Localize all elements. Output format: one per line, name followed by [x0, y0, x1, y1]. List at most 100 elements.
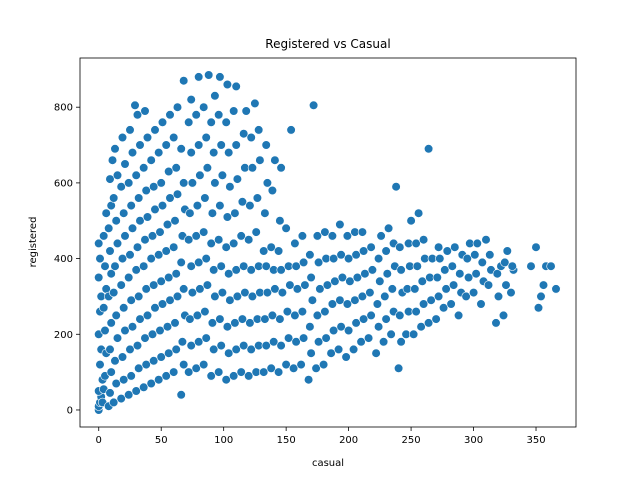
data-point — [424, 318, 434, 328]
data-point — [116, 182, 126, 192]
data-point — [281, 360, 291, 370]
x-tick-label: 350 — [526, 435, 545, 446]
data-point — [432, 272, 442, 283]
data-point — [259, 367, 269, 377]
data-point — [109, 288, 119, 298]
x-tick-label: 300 — [464, 435, 483, 446]
y-tick-label: 800 — [54, 103, 73, 114]
y-tick-label: 400 — [54, 254, 73, 265]
data-point — [201, 333, 211, 343]
data-point — [139, 382, 149, 392]
data-point — [350, 295, 360, 305]
data-point — [455, 269, 465, 279]
data-point — [345, 276, 355, 286]
data-point — [131, 170, 141, 180]
data-point — [319, 360, 329, 370]
data-point — [216, 261, 226, 271]
data-point — [94, 238, 104, 248]
data-point — [134, 363, 144, 373]
data-point — [387, 284, 397, 294]
data-point — [200, 307, 210, 317]
data-point — [210, 178, 220, 188]
data-point — [207, 318, 217, 328]
data-point — [247, 291, 257, 302]
data-point — [111, 378, 121, 389]
data-point — [419, 235, 429, 245]
data-point — [117, 254, 128, 264]
data-point — [291, 261, 301, 271]
data-point — [155, 325, 165, 336]
data-point — [230, 318, 240, 328]
data-point — [462, 254, 472, 264]
data-point — [172, 102, 183, 112]
data-point — [282, 307, 293, 317]
data-point — [225, 182, 235, 192]
data-point — [275, 314, 285, 324]
data-point — [110, 261, 120, 271]
data-point — [229, 371, 239, 381]
data-point — [251, 227, 261, 237]
data-point — [112, 333, 123, 343]
data-point — [120, 159, 130, 169]
data-point — [366, 242, 376, 252]
data-point — [101, 208, 111, 218]
data-point — [232, 291, 242, 302]
data-point — [194, 140, 204, 150]
data-point — [206, 238, 216, 248]
data-point — [195, 170, 205, 180]
data-point — [130, 100, 140, 110]
data-point — [157, 117, 168, 127]
data-point — [106, 367, 116, 377]
data-point — [140, 333, 150, 343]
data-point — [187, 288, 197, 298]
data-point — [374, 254, 384, 264]
data-point — [199, 102, 209, 112]
data-point — [184, 117, 194, 127]
data-point — [396, 265, 406, 275]
data-point — [259, 246, 269, 256]
data-point — [94, 272, 104, 283]
data-point — [367, 265, 378, 275]
data-point — [132, 341, 143, 351]
data-point — [217, 288, 227, 298]
data-point — [117, 132, 128, 143]
data-point — [171, 344, 181, 355]
x-axis-label: casual — [312, 458, 344, 469]
data-point — [382, 269, 392, 279]
data-point — [236, 367, 246, 377]
data-point — [240, 288, 250, 298]
data-point — [214, 367, 224, 377]
data-point — [162, 219, 173, 230]
data-point — [187, 178, 197, 188]
data-point — [379, 337, 389, 347]
data-point — [419, 299, 429, 309]
data-point — [334, 344, 344, 355]
data-point — [176, 257, 186, 268]
data-point — [214, 110, 224, 120]
data-point — [247, 163, 257, 173]
data-point — [312, 231, 323, 241]
data-point — [147, 231, 158, 241]
data-point — [146, 254, 156, 264]
data-point — [134, 291, 144, 302]
data-point — [274, 367, 284, 377]
data-point — [241, 106, 251, 116]
data-point — [306, 348, 316, 358]
data-point — [526, 261, 536, 271]
data-point — [186, 94, 196, 105]
data-point — [297, 307, 308, 317]
data-point — [125, 125, 135, 135]
x-tick-label: 100 — [214, 435, 233, 446]
data-point — [289, 363, 299, 373]
data-point — [125, 344, 135, 355]
data-point — [109, 397, 119, 408]
data-point — [124, 272, 134, 283]
data-point — [312, 310, 323, 321]
data-point — [380, 291, 390, 302]
data-point — [191, 363, 201, 373]
data-point — [184, 367, 194, 377]
data-point — [105, 246, 115, 256]
data-point — [260, 208, 270, 218]
data-point — [224, 148, 234, 158]
data-point — [246, 344, 256, 355]
